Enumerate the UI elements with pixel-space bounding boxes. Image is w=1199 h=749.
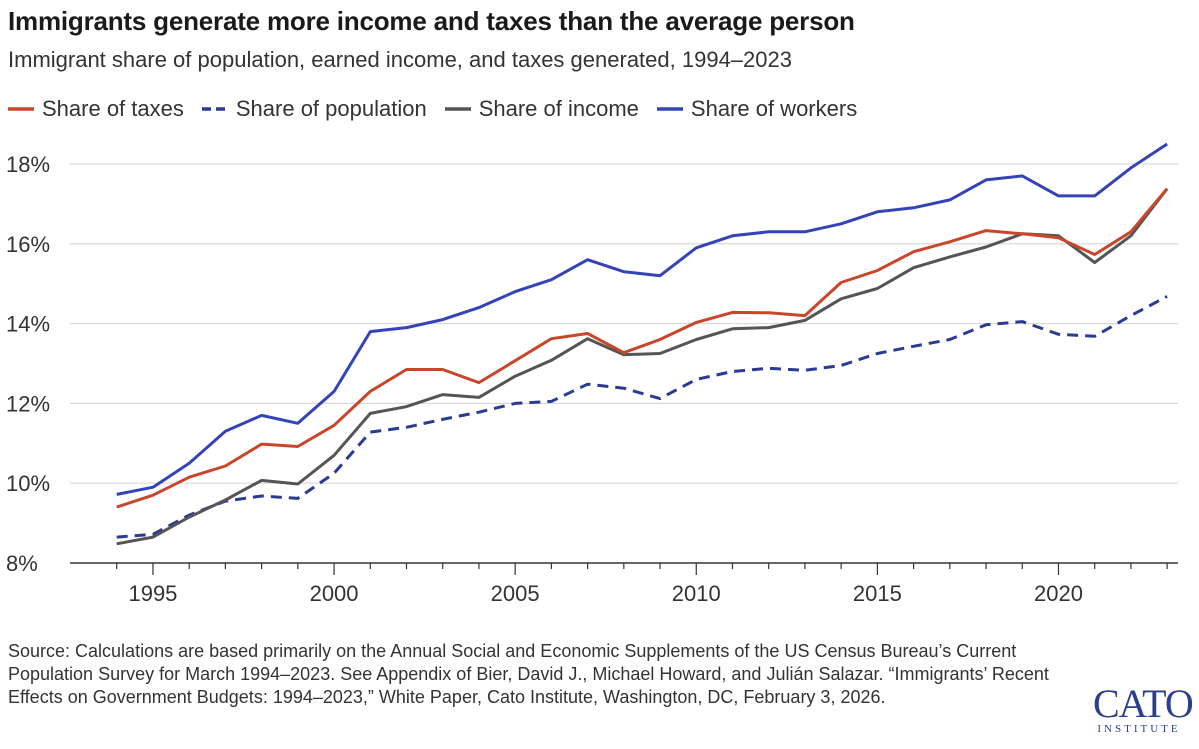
legend-label-workers: Share of workers [690, 96, 858, 121]
legend-item-income: Share of income [444, 96, 639, 122]
y-tick-label-18: 18% [6, 152, 50, 177]
legend-item-taxes: Share of taxes [8, 96, 184, 122]
source-note: Source: Calculations are based primarily… [8, 641, 1049, 707]
logo-main-text: CATO [1093, 681, 1194, 726]
y-tick-label-14: 14% [6, 312, 50, 337]
legend-item-workers: Share of workers [656, 96, 858, 122]
chart-subtitle: Immigrant share of population, earned in… [8, 47, 792, 72]
legend-swatch-population [201, 107, 228, 111]
series-line-share-of-workers [116, 142, 1168, 496]
series-line-share-of-taxes [116, 187, 1169, 509]
legend-swatch-income [444, 107, 471, 111]
x-tick-label-2020: 2020 [1034, 581, 1083, 606]
y-tick-label-8: 8% [6, 551, 38, 576]
legend-item-population: Share of population [201, 96, 427, 122]
legend-swatch-taxes [8, 107, 34, 111]
series-line-share-of-income [116, 187, 1169, 546]
chart-title: Immigrants generate more income and taxe… [8, 6, 855, 36]
x-tick-label-1995: 1995 [128, 581, 177, 606]
x-tick-label-2005: 2005 [491, 581, 540, 606]
x-tick-label-2015: 2015 [853, 581, 902, 606]
legend-label-population: Share of population [235, 96, 427, 121]
cato-logo: CATO INSTITUTE [1093, 681, 1194, 736]
x-tick-label-2000: 2000 [310, 581, 359, 606]
logo-sub-text: INSTITUTE [1097, 723, 1181, 735]
legend-swatch-workers [656, 107, 683, 111]
y-tick-label-16: 16% [6, 232, 50, 257]
series-line-share-of-population [116, 295, 1168, 539]
legend-label-taxes: Share of taxes [42, 96, 184, 121]
y-tick-label-12: 12% [6, 391, 50, 416]
line-chart: 8% 10% 12% 14% 16% 18% 1995 2000 2005 2010 2015 202… [6, 142, 1178, 606]
legend-label-income: Share of income [478, 96, 639, 121]
x-tick-label-2010: 2010 [672, 581, 721, 606]
y-tick-label-10: 10% [6, 471, 50, 496]
chart-legend: Share of taxes Share of population Share… [8, 96, 875, 122]
